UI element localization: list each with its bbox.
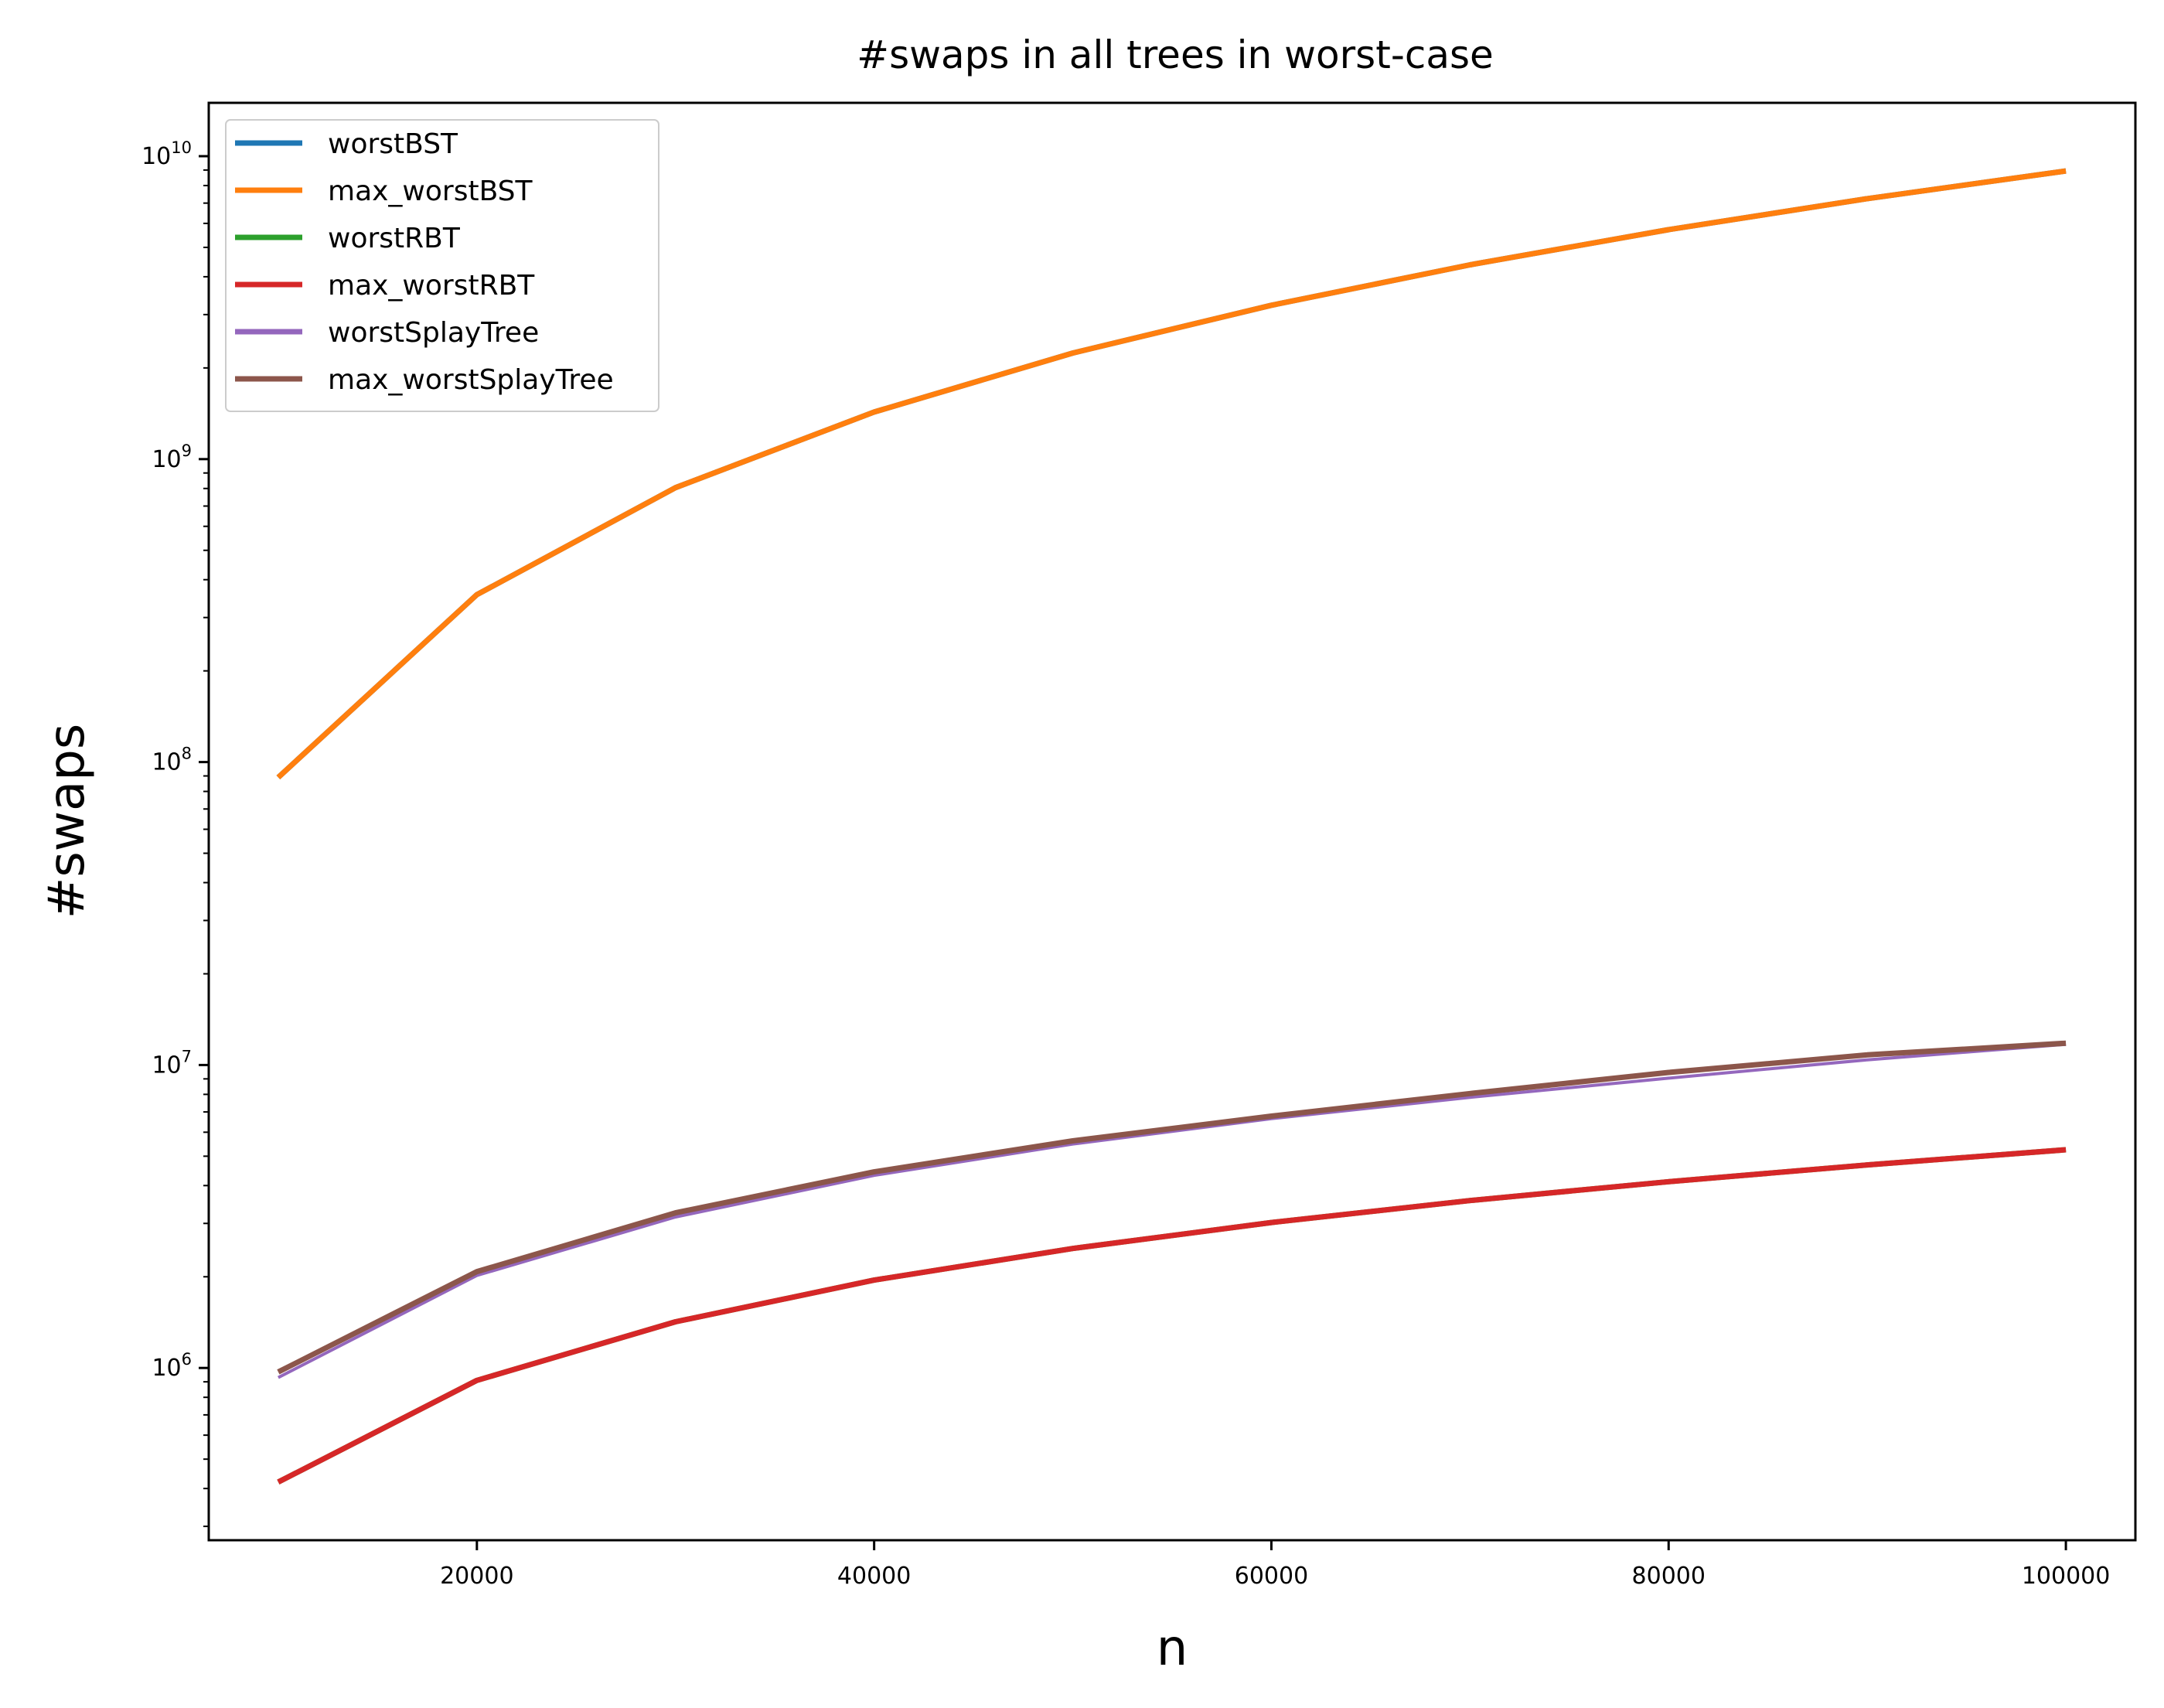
y-tick-label-exponent: 8 bbox=[182, 745, 192, 763]
y-tick-label: 109 bbox=[152, 441, 192, 473]
y-tick-label: 1010 bbox=[141, 138, 192, 170]
y-tick-label: 107 bbox=[152, 1047, 192, 1079]
legend-label-max_worstRBT: max_worstRBT bbox=[328, 270, 535, 302]
legend-label-worstBST: worstBST bbox=[328, 128, 458, 160]
legend-box bbox=[225, 119, 659, 412]
series-line-max_worstSplayTree bbox=[277, 1040, 2067, 1375]
plot-frame bbox=[207, 101, 2137, 1542]
x-tick-label: 20000 bbox=[440, 1563, 513, 1590]
y-tick-label: 108 bbox=[152, 745, 192, 776]
x-axis-label: n bbox=[1157, 1620, 1188, 1677]
plot-lines bbox=[276, 168, 2067, 1485]
y-tick-label-exponent: 9 bbox=[182, 441, 192, 460]
x-axis: 20000 40000 60000 80000 100000 bbox=[440, 1540, 2110, 1590]
series-line-max_worstBST bbox=[276, 168, 2067, 779]
y-tick-label-exponent: 7 bbox=[182, 1047, 192, 1065]
x-tick-label: 60000 bbox=[1235, 1563, 1308, 1590]
y-tick-label-exponent: 6 bbox=[182, 1350, 192, 1369]
chart-title: #swaps in all trees in worst-case bbox=[857, 32, 1494, 77]
series-line-max_worstRBT bbox=[277, 1147, 2067, 1485]
y-tick-label-base: 10 bbox=[152, 1355, 181, 1382]
y-tick-label-base: 10 bbox=[152, 749, 181, 776]
y-tick-label-base: 10 bbox=[141, 143, 171, 170]
y-tick-label: 106 bbox=[152, 1350, 192, 1382]
legend-label-max_worstBST: max_worstBST bbox=[328, 176, 533, 207]
series-line-worstSplayTree bbox=[277, 1042, 2067, 1379]
y-axis-label: #swaps bbox=[39, 724, 96, 919]
y-tick-label-exponent: 10 bbox=[171, 138, 192, 157]
y-tick-label-base: 10 bbox=[152, 1052, 181, 1079]
legend-label-max_worstSplayTree: max_worstSplayTree bbox=[328, 364, 614, 396]
x-tick-label: 40000 bbox=[837, 1563, 911, 1590]
x-tick-label: 100000 bbox=[2022, 1563, 2111, 1590]
y-tick-label-base: 10 bbox=[152, 446, 181, 473]
legend-label-worstRBT: worstRBT bbox=[328, 223, 461, 254]
x-tick-label: 80000 bbox=[1632, 1563, 1706, 1590]
legend-label-worstSplayTree: worstSplayTree bbox=[328, 317, 539, 349]
legend: worstBST max_worstBST worstRBT max_worstRBT… bbox=[225, 119, 659, 412]
